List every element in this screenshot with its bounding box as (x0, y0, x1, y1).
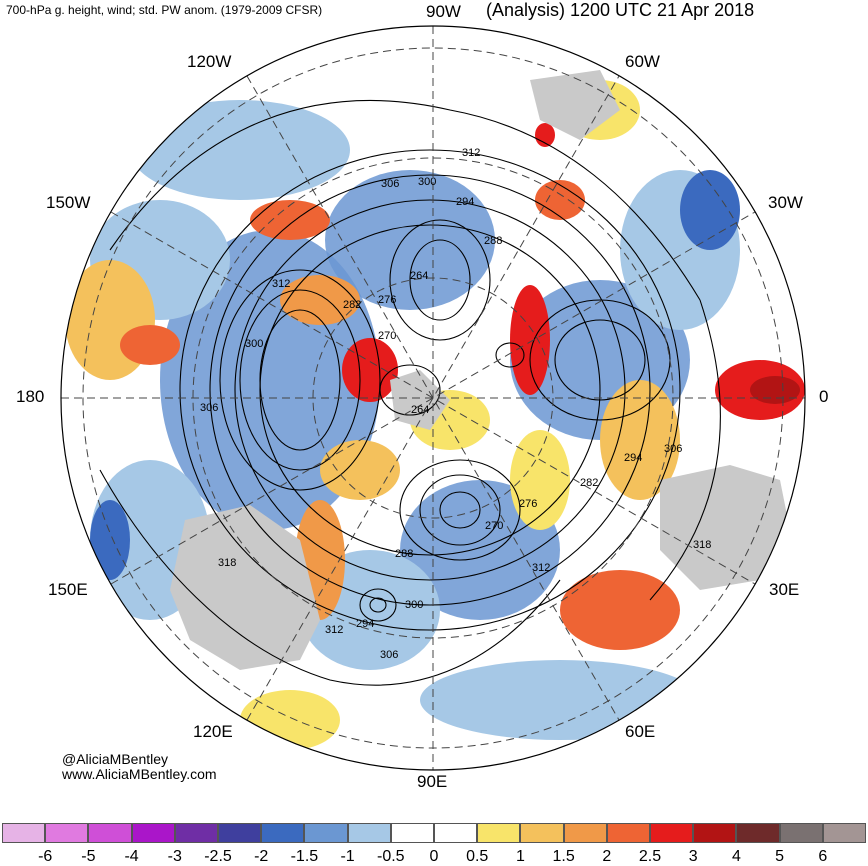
lon-label-180: 180 (16, 387, 45, 406)
analysis-time: (Analysis) 1200 UTC 21 Apr 2018 (486, 0, 755, 20)
colorbar-tick-label: 3 (688, 848, 698, 865)
contour-label: 294 (356, 618, 374, 630)
colorbar-tick-label: -6 (38, 848, 53, 865)
colorbar-swatch (736, 823, 780, 843)
colorbar-swatch (218, 823, 262, 843)
contour-label: 300 (418, 176, 436, 188)
contour-label: 270 (378, 330, 396, 342)
lon-label-60w: 60W (625, 52, 660, 71)
colorbar-swatch (477, 823, 521, 843)
contour-label: 270 (485, 520, 503, 532)
contour-label: 306 (381, 178, 399, 190)
contour-label: 300 (405, 599, 423, 611)
colorbar-swatch (779, 823, 823, 843)
colorbar-tick-label: -1.5 (290, 848, 319, 865)
lon-label-30w: 30W (768, 193, 803, 212)
lon-label-0: 0 (819, 387, 829, 406)
lon-label-90w: 90W (426, 2, 461, 21)
graticule (61, 26, 805, 770)
contour-label: 306 (380, 649, 398, 661)
colorbar-tick-label: 4 (731, 848, 741, 865)
colorbar-swatch (45, 823, 89, 843)
colorbar-swatch (390, 823, 434, 843)
colorbar-tick-label: -2 (254, 848, 269, 865)
contour-label: 282 (580, 477, 598, 489)
contour-label: 276 (378, 294, 396, 306)
contour-label: 294 (624, 452, 642, 464)
colorbar-tick-label: -3 (167, 848, 182, 865)
colorbar-swatch (174, 823, 218, 843)
contour-label: 264 (411, 404, 429, 416)
colorbar-tick-label: 0 (429, 848, 439, 865)
contour-label: 300 (245, 338, 263, 350)
contour-label: 294 (456, 196, 474, 208)
colorbar-tick-label: 1 (515, 848, 525, 865)
credit-site: www.AliciaMBentley.com (62, 766, 217, 782)
colorbar-tick-label: 5 (775, 848, 785, 865)
contour-label: 318 (693, 539, 711, 551)
height-contours (99, 100, 721, 686)
map-border (60, 25, 806, 771)
lon-label-30e: 30E (769, 580, 800, 599)
colorbar-swatch (434, 823, 478, 843)
colorbar-tick-label: 6 (818, 848, 828, 865)
contour-label: 288 (484, 235, 502, 247)
colorbar-tick-label: 2 (602, 848, 612, 865)
colorbar-swatch (563, 823, 607, 843)
lon-label-120w: 120W (187, 52, 232, 71)
contour-label: 288 (395, 548, 413, 560)
colorbar-tick-label: -5 (81, 848, 96, 865)
lon-label-150w: 150W (46, 193, 91, 212)
contour-label: 312 (325, 624, 343, 636)
colorbar-swatch (131, 823, 175, 843)
map-disc (61, 26, 805, 770)
colorbar-swatch (693, 823, 737, 843)
contour-label: 306 (664, 443, 682, 455)
colorbar (0, 823, 868, 845)
lon-label-90e: 90E (417, 772, 448, 791)
colorbar-tick-label: 2.5 (638, 848, 662, 865)
colorbar-tick-label: -2.5 (204, 848, 232, 865)
contour-label: 282 (343, 299, 361, 311)
lon-label-120e: 120E (193, 722, 233, 741)
colorbar-swatch (650, 823, 694, 843)
colorbar-tick-label: 0.5 (466, 848, 489, 865)
contour-label: 264 (410, 270, 428, 282)
colorbar-tick-label: 1.5 (552, 848, 575, 865)
colorbar-swatch (606, 823, 650, 843)
colorbar-swatch (2, 823, 46, 843)
polar-map: 312 306 300 294 288 264 282 276 270 300 … (60, 25, 806, 771)
map-title: 700-hPa g. height, wind; std. PW anom. (… (6, 3, 323, 17)
contour-label: 318 (218, 557, 236, 569)
colorbar-tick-label: -4 (124, 848, 139, 865)
lon-label-150e: 150E (48, 580, 88, 599)
colorbar-swatch (261, 823, 305, 843)
colorbar-swatch (304, 823, 348, 843)
credit-handle: @AliciaMBentley (62, 751, 169, 767)
lon-label-60e: 60E (625, 722, 656, 741)
pw-anomaly-shading (65, 70, 805, 750)
contour-label: 312 (532, 562, 550, 574)
contour-label: 306 (200, 402, 218, 414)
colorbar-swatch (88, 823, 132, 843)
colorbar-tick-label: -1 (340, 848, 355, 865)
contour-label-group: 312 306 300 294 288 264 282 276 270 300 … (200, 147, 711, 661)
colorbar-tick-label: -0.5 (377, 848, 405, 865)
contour-label: 312 (272, 278, 290, 290)
colorbar-swatch (520, 823, 564, 843)
contour-label: 276 (519, 498, 537, 510)
colorbar-swatch (347, 823, 391, 843)
contour-label: 312 (462, 147, 480, 159)
colorbar-swatch (822, 823, 866, 843)
